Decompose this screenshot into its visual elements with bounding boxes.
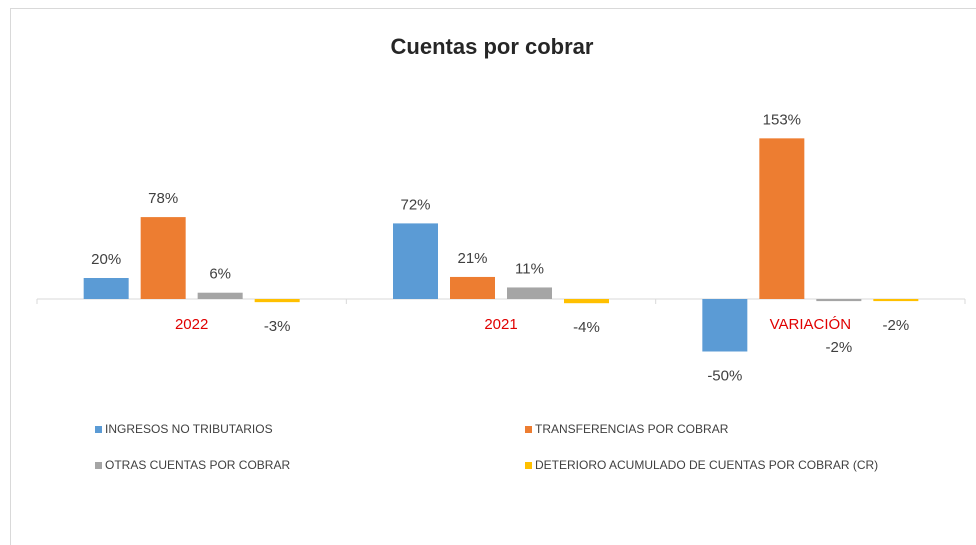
- bar: [197, 292, 243, 299]
- category-label: VARIACIÓN: [770, 316, 851, 333]
- value-label: -3%: [264, 318, 291, 335]
- category-label: 2022: [175, 316, 208, 333]
- legend-swatch: [525, 462, 532, 469]
- bar: [702, 299, 748, 352]
- value-label: 153%: [763, 111, 801, 128]
- bar: [83, 278, 129, 299]
- legend-label: TRANSFERENCIAS POR COBRAR: [535, 422, 729, 436]
- bar: [507, 287, 552, 299]
- legend-swatch: [95, 462, 102, 469]
- category-label: 2021: [484, 316, 517, 333]
- bar: [873, 299, 919, 302]
- bar: [140, 217, 186, 299]
- value-label: -4%: [573, 319, 600, 336]
- legend-swatch: [525, 426, 532, 433]
- legend-label: OTRAS CUENTAS POR COBRAR: [105, 458, 290, 472]
- bar: [450, 276, 495, 299]
- legend-label: DETERIORO ACUMULADO DE CUENTAS POR COBRA…: [535, 458, 878, 472]
- bar: [759, 138, 805, 299]
- value-label: -50%: [707, 367, 742, 384]
- legend-label: INGRESOS NO TRIBUTARIOS: [105, 422, 273, 436]
- value-label: 6%: [209, 266, 231, 283]
- value-label: 72%: [400, 196, 430, 213]
- value-label: -2%: [882, 317, 909, 334]
- value-label: -2%: [825, 339, 852, 356]
- bar: [564, 299, 609, 304]
- bar: [393, 223, 438, 299]
- value-label: 20%: [91, 251, 121, 268]
- value-label: 21%: [457, 250, 487, 267]
- value-label: 11%: [515, 260, 544, 277]
- value-label: 78%: [148, 190, 178, 207]
- bar: [816, 299, 862, 302]
- chart-title: Cuentas por cobrar: [391, 34, 594, 59]
- legend-swatch: [95, 426, 102, 433]
- bar: [254, 299, 300, 303]
